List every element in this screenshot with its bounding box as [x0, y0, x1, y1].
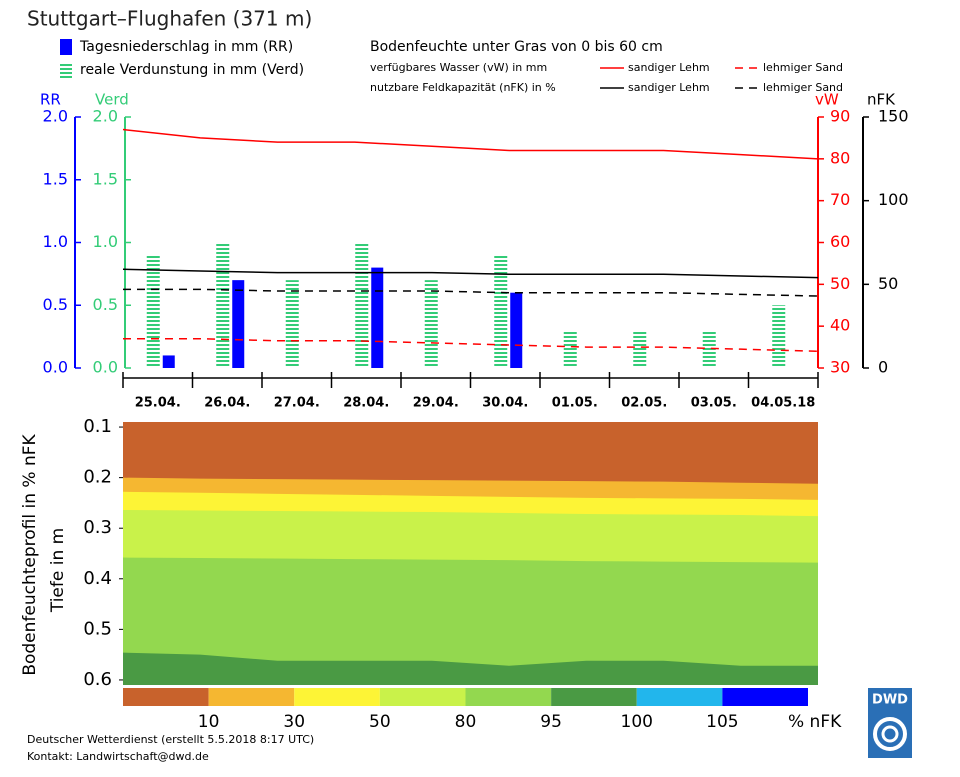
x-tick-label: 01.05.: [552, 396, 598, 411]
colorbar-label: 100: [621, 712, 653, 732]
colorbar-segment: [379, 688, 466, 706]
y-tick-label: 1.5: [93, 169, 118, 188]
colorbar-label: 105: [706, 712, 738, 732]
y-tick-label: 80: [830, 148, 850, 167]
title: Stuttgart–Flughafen (371 m): [27, 7, 312, 31]
y-tick-label: 1.5: [43, 169, 68, 188]
y-tick-label: 70: [830, 190, 850, 209]
legend-label: reale Verdunstung in mm (Verd): [80, 62, 304, 78]
y-axis-title: Tiefe in m: [48, 528, 68, 613]
legend-label: sandiger Lehm: [628, 81, 710, 94]
footer: Deutscher Wetterdienst (erstellt 5.5.201…: [27, 733, 314, 746]
y-tick-label: 0.5: [43, 295, 68, 314]
colorbar-label: 50: [369, 712, 391, 732]
y-tick-label: 50: [878, 274, 898, 293]
legend-label: Tagesniederschlag in mm (RR): [79, 39, 293, 55]
y-tick-label: 0.2: [83, 467, 112, 488]
colorbar-segment: [636, 688, 723, 706]
legend-group-label: verfügbares Wasser (vW) in mm: [370, 61, 547, 74]
y-tick-label: 1.0: [43, 232, 68, 251]
logo-text: DWD: [872, 693, 908, 708]
legend-label: lehmiger Sand: [763, 81, 843, 94]
colorbar-segment: [551, 688, 637, 706]
y-axis-title: RR: [40, 91, 61, 109]
x-tick-label: 04.05.18: [751, 396, 815, 411]
line: [123, 337, 819, 353]
bar: [772, 305, 786, 368]
y-tick-label: 0.5: [93, 295, 118, 314]
y-tick-label: 90: [830, 107, 850, 126]
y-axis-title: nFK: [867, 91, 896, 109]
logo-spiral: [873, 717, 907, 751]
logo: DWD: [868, 688, 912, 758]
colorbar-unit: % nFK: [788, 712, 842, 732]
logo-box: [868, 688, 912, 758]
colorbar-segment: [465, 688, 552, 706]
y-tick-label: 0.6: [83, 669, 112, 690]
y-tick-label: 0.0: [93, 358, 118, 377]
x-tick-label: 27.04.: [274, 396, 320, 411]
bar: [216, 242, 230, 368]
bar: [355, 242, 369, 368]
y-tick-label: 2.0: [93, 107, 118, 126]
bar: [563, 330, 577, 368]
y-tick-label: 0.4: [83, 568, 112, 589]
bar: [146, 255, 160, 368]
y-tick-label: 60: [830, 232, 850, 251]
legend-swatch: [60, 62, 72, 78]
footer: Kontakt: Landwirtschaft@dwd.de: [27, 750, 209, 763]
bar: [162, 355, 175, 368]
bar: [494, 255, 508, 368]
line: [123, 288, 819, 297]
legend-title: Bodenfeuchte unter Gras von 0 bis 60 cm: [370, 39, 663, 55]
y-tick-label: 1.0: [93, 232, 118, 251]
x-tick-label: 02.05.: [621, 396, 667, 411]
bar: [232, 280, 245, 368]
colorbar-label: 10: [198, 712, 220, 732]
colorbar-label: 80: [455, 712, 477, 732]
y-tick-label: 0.0: [43, 358, 68, 377]
bar: [424, 280, 438, 368]
contour-layer: [123, 422, 818, 484]
colorbar-segment: [208, 688, 295, 706]
x-tick-label: 03.05.: [691, 396, 737, 411]
logo-spiral: [881, 725, 899, 743]
y-tick-label: 0.3: [83, 517, 112, 538]
colorbar-segment: [722, 688, 808, 706]
legend-swatch: [60, 39, 72, 55]
x-tick-label: 26.04.: [204, 396, 250, 411]
colorbar-label: 95: [540, 712, 562, 732]
legend-label: lehmiger Sand: [763, 61, 843, 74]
y-axis-title: Verd: [95, 91, 129, 109]
y-tick-label: 2.0: [43, 107, 68, 126]
colorbar-segment: [123, 688, 209, 706]
legend-group-label: nutzbare Feldkapazität (nFK) in %: [370, 81, 556, 94]
x-tick-label: 28.04.: [343, 396, 389, 411]
colorbar-label: 30: [283, 712, 305, 732]
y-tick-label: 0: [878, 358, 888, 377]
line: [122, 128, 819, 160]
bar: [510, 292, 523, 368]
x-tick-label: 29.04.: [413, 396, 459, 411]
line: [122, 268, 819, 279]
x-tick-label: 30.04.: [482, 396, 528, 411]
colorbar-segment: [294, 688, 380, 706]
bar: [633, 330, 647, 368]
y-tick-label: 100: [878, 190, 909, 209]
bar: [371, 267, 384, 368]
y-tick-label: 50: [830, 274, 850, 293]
bar: [285, 280, 299, 368]
y-tick-label: 30: [830, 358, 850, 377]
y-tick-label: 0.1: [83, 416, 112, 437]
y-tick-label: 40: [830, 316, 850, 335]
y-axis-title: vW: [815, 91, 839, 109]
x-tick-label: 25.04.: [135, 396, 181, 411]
y-axis-title: Bodenfeuchteprofil in % nFK: [20, 433, 40, 675]
legend-label: sandiger Lehm: [628, 61, 710, 74]
bar: [702, 330, 716, 368]
y-tick-label: 150: [878, 107, 909, 126]
y-tick-label: 0.5: [83, 618, 112, 639]
